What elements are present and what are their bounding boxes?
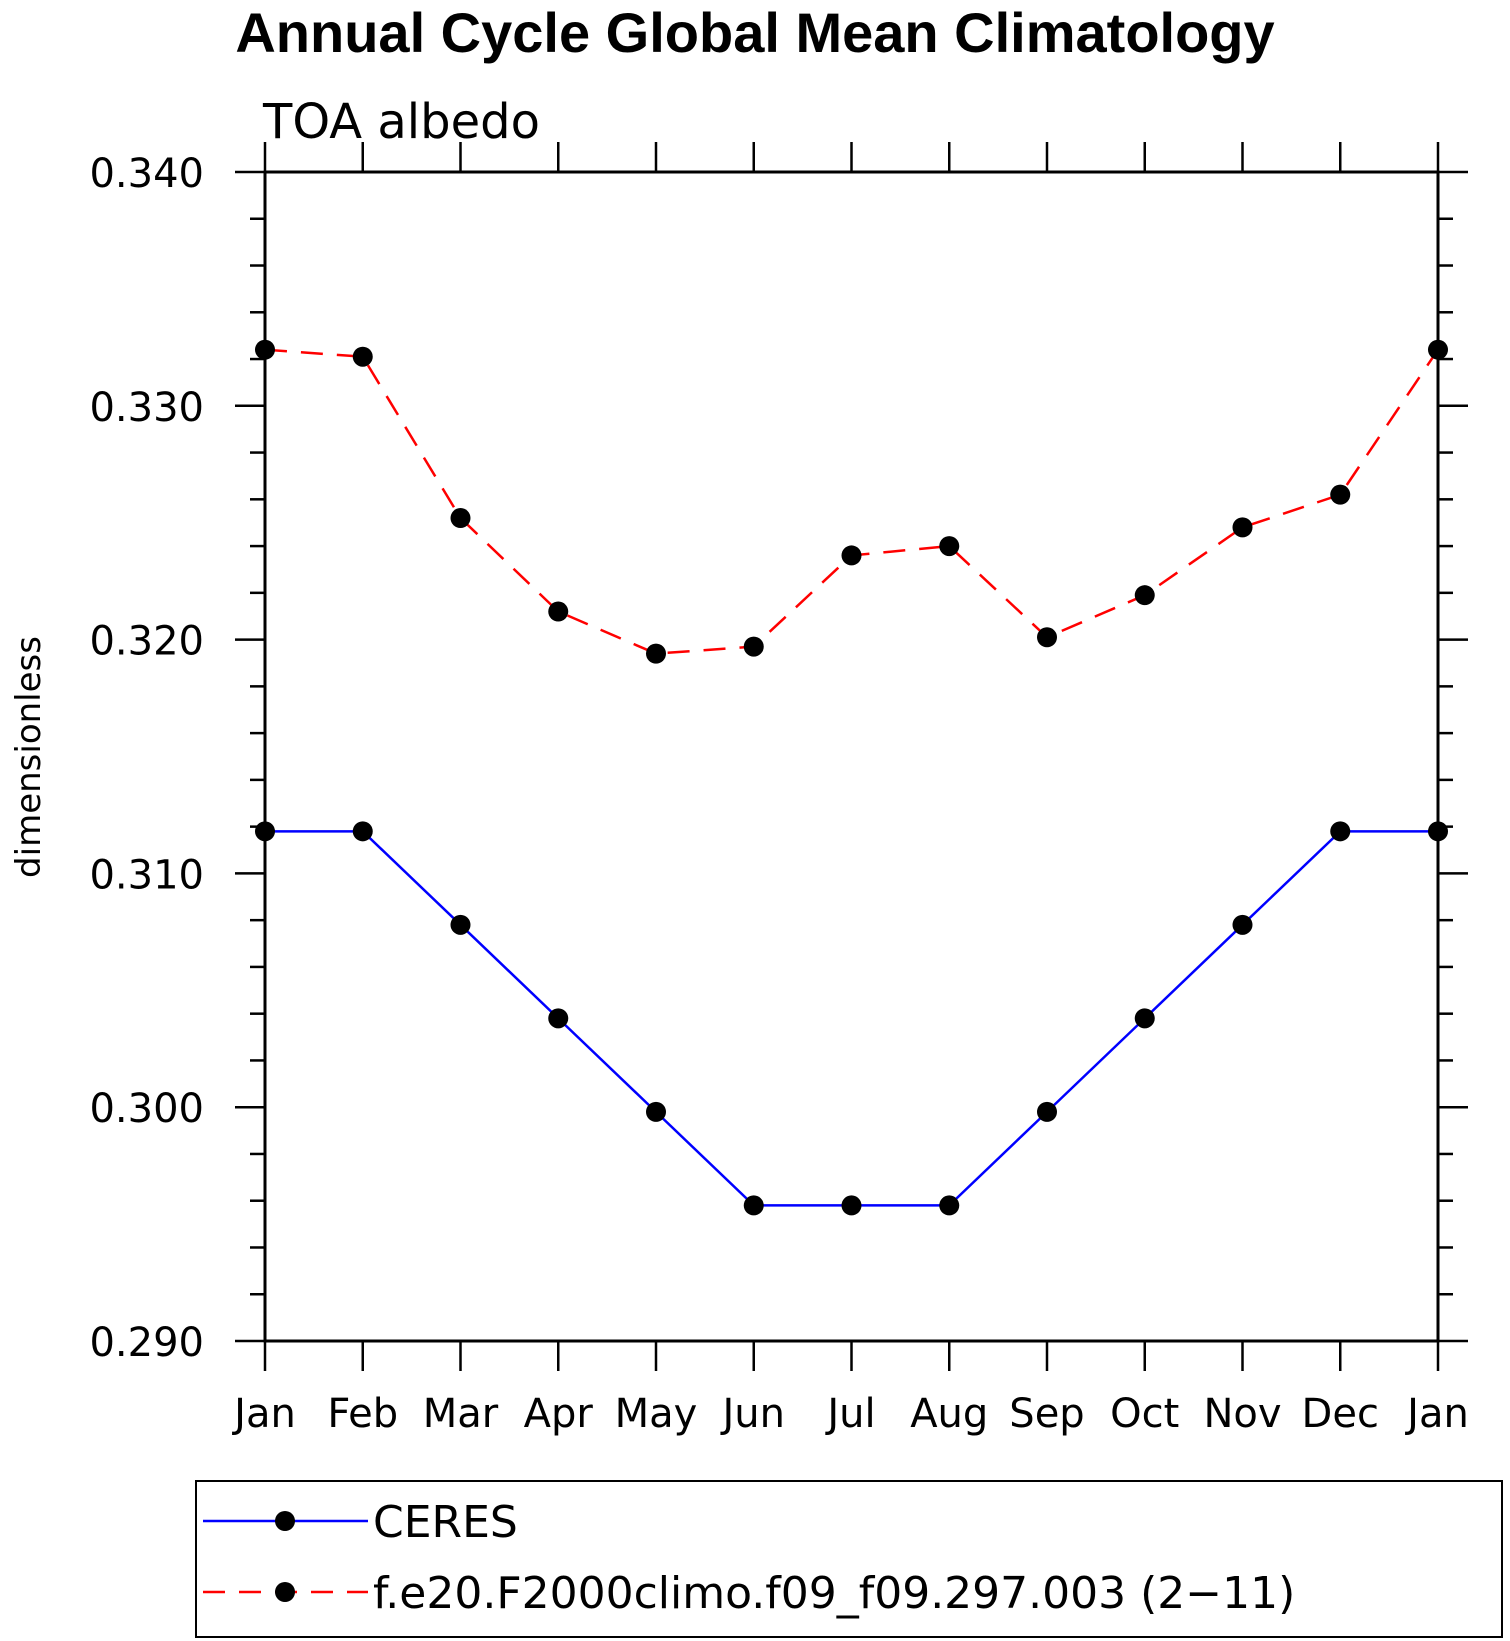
- series-1-point: [1134, 585, 1155, 606]
- x-tick-label: Feb: [327, 1391, 398, 1437]
- chart-title: Annual Cycle Global Mean Climatology: [235, 1, 1274, 64]
- legend-label-ceres: CERES: [373, 1497, 518, 1548]
- x-tick-label: Mar: [423, 1391, 499, 1437]
- series-0-point: [1037, 1101, 1057, 1122]
- x-tick-labels: Jan Feb Mar Apr May Jun Jul Aug Sep Oct Nov Dec Jan: [231, 1391, 1469, 1437]
- y-tick-label: 0.310: [89, 852, 204, 898]
- x-tick-label: Apr: [524, 1391, 594, 1437]
- series-0-point: [450, 914, 471, 935]
- y-tick-label: 0.330: [89, 385, 204, 431]
- y-tick-label: 0.290: [89, 1320, 204, 1366]
- series-1-point: [743, 636, 764, 657]
- series-0-point: [939, 1195, 960, 1216]
- legend-marker-model: [275, 1582, 295, 1602]
- legend-label-model: f.e20.F2000climo.f09_f09.297.003 (2−11): [373, 1568, 1295, 1619]
- x-tick-label: Aug: [910, 1391, 988, 1437]
- y-tick-labels: 0.290 0.300 0.310 0.320 0.330 0.340: [89, 151, 204, 1366]
- series-1-point: [1428, 339, 1448, 360]
- x-tick-label: Jan: [1404, 1391, 1469, 1437]
- series-0-point: [743, 1195, 764, 1216]
- plot-frame: [263, 170, 1440, 1343]
- x-tick-label: Jul: [824, 1391, 875, 1437]
- x-tick-label: Sep: [1009, 1391, 1084, 1437]
- series-0-point: [841, 1195, 862, 1216]
- series-0-point: [548, 1008, 569, 1029]
- series-1-point: [255, 339, 275, 360]
- y-tick-label: 0.300: [89, 1086, 204, 1132]
- x-tick-label: May: [615, 1391, 698, 1437]
- series-1-point: [1037, 627, 1057, 648]
- y-tick-label: 0.320: [89, 619, 204, 665]
- legend-box: [195, 1480, 1503, 1638]
- axis-ticks: [235, 142, 1468, 1371]
- series-0-point: [1134, 1008, 1155, 1029]
- series-0-point: [1428, 821, 1448, 842]
- series-1-point: [939, 536, 960, 557]
- series-0-point: [255, 821, 275, 842]
- series-0-point: [646, 1101, 666, 1122]
- series-1-point: [1232, 517, 1253, 538]
- series-layer: [255, 339, 1448, 1216]
- series-1-point: [548, 601, 569, 622]
- chart-subtitle: TOA albedo: [262, 94, 540, 150]
- series-0-point: [1232, 914, 1253, 935]
- series-1-point: [352, 346, 373, 367]
- legend: CERES f.e20.F2000climo.f09_f09.297.003 (…: [195, 1480, 1503, 1638]
- series-0-point: [1330, 821, 1351, 842]
- y-tick-label: 0.340: [89, 151, 204, 197]
- x-tick-label: Jan: [231, 1391, 296, 1437]
- x-tick-label: Nov: [1203, 1391, 1281, 1437]
- y-axis-label: dimensionless: [9, 636, 49, 878]
- series-0-point: [352, 821, 373, 842]
- series-1-point: [450, 508, 471, 529]
- series-1-point: [841, 545, 862, 566]
- series-line-1: [264, 348, 1440, 655]
- series-1-point: [1330, 484, 1351, 505]
- series-1-point: [646, 643, 666, 664]
- x-tick-label: Jun: [720, 1391, 786, 1437]
- x-tick-label: Oct: [1110, 1391, 1179, 1437]
- series-line-0: [265, 830, 1438, 1207]
- legend-marker-ceres: [275, 1511, 295, 1531]
- x-tick-label: Dec: [1302, 1391, 1379, 1437]
